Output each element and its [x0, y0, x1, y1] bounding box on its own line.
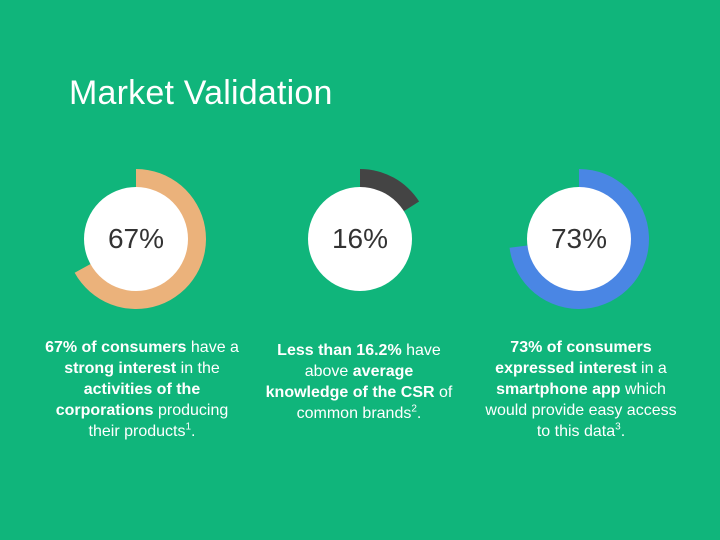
caption-bold-text: 67% of consumers	[45, 339, 187, 356]
caption-text: have a	[186, 339, 239, 356]
caption-bold-text: Less than 16.2%	[277, 342, 402, 359]
caption-text: which would provide easy access to this …	[485, 381, 677, 440]
donut-center	[84, 187, 188, 291]
caption-text: .	[191, 423, 196, 440]
footnote-marker: 2	[411, 403, 417, 415]
caption-consumer-interest: 67% of consumers have a strong interest …	[42, 337, 242, 442]
donut-chart-app-interest: 73%	[509, 169, 649, 309]
caption-bold-text: 73% of consumers expressed interest	[495, 339, 652, 377]
caption-bold-text: smartphone app	[496, 381, 621, 398]
footnote-marker: 3	[615, 421, 621, 433]
donut-svg	[509, 169, 649, 309]
caption-text: have above	[304, 342, 441, 380]
caption-bold-text: strong interest	[64, 360, 177, 377]
caption-text: of common brands	[296, 384, 453, 422]
donut-center-label: 67%	[107, 223, 165, 254]
donut-svg	[308, 169, 420, 291]
donut-chart-csr-knowledge: 16%	[290, 169, 430, 309]
caption-text: .	[620, 423, 626, 440]
donut-chart-consumer-interest: 67%	[66, 169, 206, 309]
slide-title: Market Validation	[69, 74, 333, 112]
donut-center-label: 73%	[550, 223, 608, 254]
caption-bold-text: activities of the corporations	[55, 381, 201, 419]
donut-svg	[74, 169, 206, 309]
caption-text: .	[416, 405, 422, 422]
donut-center-label: 16%	[331, 223, 389, 254]
caption-text: in a	[636, 360, 667, 377]
caption-app-interest: 73% of consumers expressed interest in a…	[481, 337, 681, 442]
donut-center	[308, 187, 412, 291]
caption-bold-text: average knowledge of the CSR	[265, 363, 435, 401]
caption-csr-knowledge: Less than 16.2% have above average knowl…	[265, 340, 453, 424]
caption-text: in the	[176, 360, 220, 377]
footnote-marker: 1	[185, 421, 192, 433]
donut-center	[527, 187, 631, 291]
caption-text: producing their products	[88, 402, 229, 440]
